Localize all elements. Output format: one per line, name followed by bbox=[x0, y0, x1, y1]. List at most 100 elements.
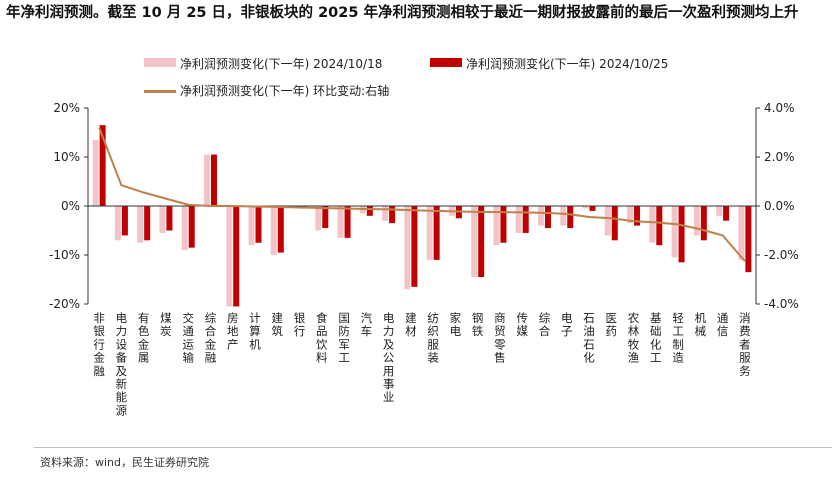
x-tick-label-char: 电 bbox=[450, 324, 462, 338]
x-tick-label-char: 防 bbox=[338, 324, 350, 338]
x-tick-label: 医药 bbox=[606, 311, 618, 338]
x-tick-label-char: 纺 bbox=[427, 311, 439, 325]
source-note: 资料来源：wind，民生证券研究院 bbox=[40, 456, 210, 469]
bar-series1 bbox=[315, 206, 322, 231]
x-tick-label-char: 计 bbox=[249, 311, 261, 325]
x-tick-label: 汽车 bbox=[361, 311, 373, 338]
bar-series2 bbox=[700, 206, 707, 241]
x-tick-label-char: 用 bbox=[383, 364, 395, 378]
x-tick-label-char: 牧 bbox=[628, 337, 640, 351]
bar-series1 bbox=[226, 206, 233, 307]
x-tick-label-char: 铁 bbox=[472, 324, 484, 338]
x-tick-label-char: 金 bbox=[138, 337, 150, 351]
y-left-tick-label: 20% bbox=[53, 101, 80, 115]
x-tick-label-char: 合 bbox=[205, 324, 217, 338]
x-tick-label: 计算机 bbox=[249, 311, 261, 351]
x-tick-label-char: 及 bbox=[383, 337, 395, 351]
x-tick-label-char: 化 bbox=[650, 337, 662, 351]
x-tick-label-char: 制 bbox=[672, 337, 684, 351]
y-left-tick-label: 10% bbox=[53, 150, 80, 164]
x-tick-label-char: 非 bbox=[93, 311, 105, 325]
x-tick-label-char: 有 bbox=[138, 311, 150, 325]
bar-series2 bbox=[366, 206, 373, 216]
x-tick-label-char: 电 bbox=[383, 311, 395, 325]
bar-series1 bbox=[471, 206, 478, 278]
bar-series2 bbox=[478, 206, 485, 278]
bar-series2 bbox=[166, 206, 173, 231]
bar-series1 bbox=[582, 206, 589, 209]
x-tick-label-char: 汽 bbox=[361, 311, 373, 325]
x-tick-label-char: 消 bbox=[739, 311, 751, 325]
x-tick-label-char: 者 bbox=[739, 337, 751, 351]
x-tick-label-char: 备 bbox=[116, 351, 128, 365]
x-tick-label-char: 新 bbox=[116, 377, 128, 391]
x-tick-label-char: 产 bbox=[227, 337, 239, 351]
x-tick-label-char: 车 bbox=[361, 324, 373, 338]
bar-series1 bbox=[426, 206, 433, 260]
bar-series2 bbox=[522, 206, 529, 233]
bar-series1 bbox=[114, 206, 121, 241]
x-tick-label-char: 融 bbox=[205, 351, 217, 365]
x-tick-label-char: 融 bbox=[93, 364, 105, 378]
x-tick-label-char: 子 bbox=[561, 324, 573, 338]
x-tick-label-char: 造 bbox=[672, 351, 684, 365]
x-tick-label-char: 色 bbox=[138, 324, 150, 338]
bar-series1 bbox=[159, 206, 166, 233]
bar-series2 bbox=[500, 206, 507, 243]
x-tick-label-char: 药 bbox=[606, 324, 618, 338]
bar-series1 bbox=[203, 154, 210, 206]
x-tick-label-char: 业 bbox=[383, 390, 395, 404]
x-tick-label-char: 源 bbox=[116, 403, 128, 417]
x-tick-label-char: 石 bbox=[583, 337, 595, 351]
x-tick-label-char: 行 bbox=[294, 324, 306, 338]
bar-series1 bbox=[693, 206, 700, 236]
x-tick-label-char: 工 bbox=[672, 324, 684, 338]
y-right-tick-label: -4.0% bbox=[764, 297, 799, 311]
x-tick-label-char: 通 bbox=[182, 324, 194, 338]
x-tick-label: 家电 bbox=[450, 311, 462, 338]
x-tick-label-char: 建 bbox=[272, 311, 284, 325]
bar-series1 bbox=[515, 206, 522, 233]
bar-series2 bbox=[233, 206, 240, 307]
source-divider bbox=[34, 447, 832, 448]
x-tick-label-char: 军 bbox=[338, 337, 350, 351]
bar-series2 bbox=[656, 206, 663, 246]
x-tick-label-char: 力 bbox=[116, 324, 128, 338]
bar-series1 bbox=[181, 206, 188, 251]
y-right-tick-label: 4.0% bbox=[764, 101, 795, 115]
bar-series2 bbox=[723, 206, 730, 221]
y-left-tick-label: -10% bbox=[49, 248, 80, 262]
x-tick-label-char: 综 bbox=[539, 311, 551, 325]
bar-series1 bbox=[270, 206, 277, 255]
legend-swatch-series2 bbox=[430, 58, 462, 67]
x-tick-label-char: 材 bbox=[405, 324, 417, 338]
x-tick-label-char: 医 bbox=[606, 311, 618, 325]
bar-series2 bbox=[188, 206, 195, 248]
legend-label-line: 净利润预测变化(下一年) 环比变动:右轴 bbox=[180, 84, 390, 98]
bar-series2 bbox=[433, 206, 440, 260]
x-tick-label-char: 工 bbox=[338, 351, 350, 365]
legend-swatch-series1 bbox=[144, 58, 176, 67]
x-tick-label: 传媒 bbox=[516, 311, 528, 338]
x-tick-label: 通信 bbox=[717, 311, 729, 338]
x-tick-label: 煤炭 bbox=[160, 311, 172, 338]
bar-series1 bbox=[716, 206, 723, 216]
line-series bbox=[98, 127, 746, 262]
x-tick-label-char: 农 bbox=[628, 311, 640, 325]
bar-series2 bbox=[745, 206, 752, 273]
x-tick-label-char: 机 bbox=[249, 337, 261, 351]
x-tick-label-char: 煤 bbox=[160, 311, 172, 325]
x-tick-label-char: 食 bbox=[316, 311, 328, 325]
x-tick-label-char: 料 bbox=[316, 351, 328, 365]
x-tick-label-char: 售 bbox=[494, 351, 506, 365]
legend-swatch-line bbox=[144, 90, 176, 93]
bar-series2 bbox=[144, 206, 151, 241]
x-tick-label-char: 运 bbox=[182, 337, 194, 351]
